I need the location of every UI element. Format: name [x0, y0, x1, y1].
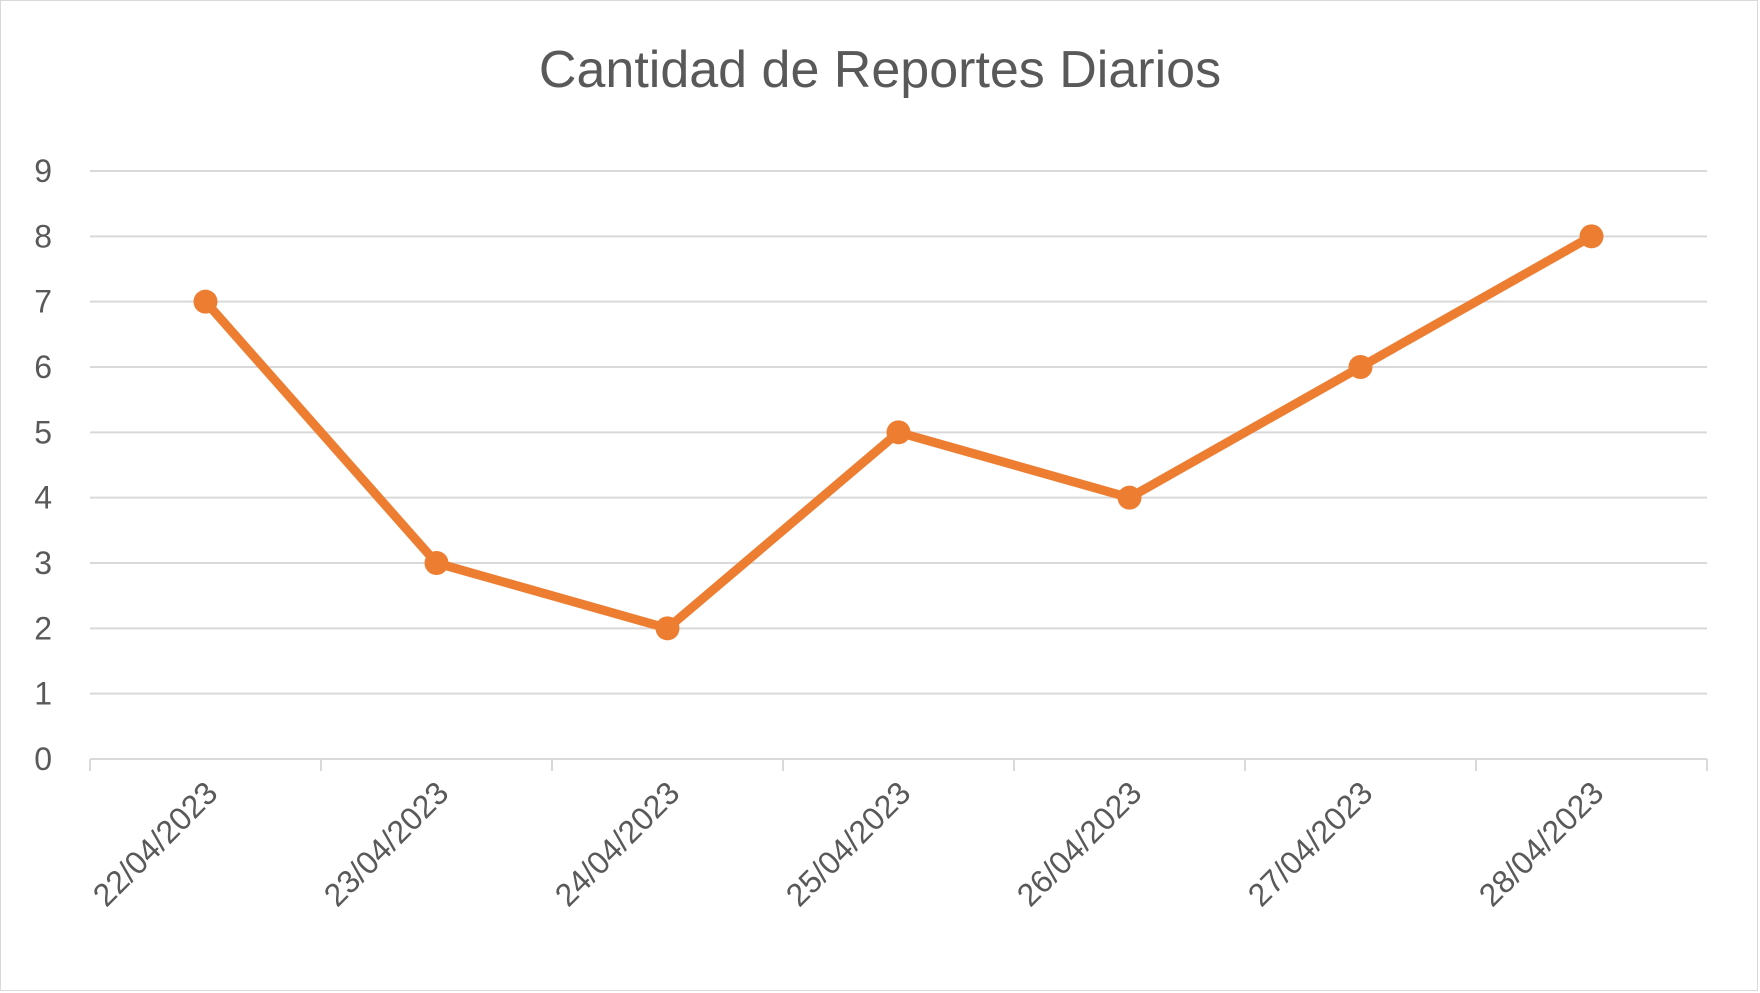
y-tick-label: 1 — [34, 676, 52, 712]
data-point — [655, 616, 680, 641]
x-tick-label: 23/04/2023 — [317, 774, 456, 913]
x-tick-label: 24/04/2023 — [548, 774, 687, 913]
y-tick-label: 2 — [34, 610, 52, 646]
data-point — [193, 289, 218, 314]
data-point — [1117, 485, 1142, 510]
series-layer — [193, 224, 1604, 641]
y-tick-label: 0 — [34, 741, 52, 777]
data-point — [424, 551, 449, 575]
x-tick-label: 27/04/2023 — [1241, 774, 1380, 913]
y-tick-label: 6 — [34, 349, 52, 385]
x-axis: 22/04/2023 23/04/2023 24/04/2023 25/04/2023… — [86, 759, 1708, 913]
chart-title: Cantidad de Reportes Diarios — [538, 41, 1222, 99]
x-tick-label: 28/04/2023 — [1472, 774, 1611, 913]
y-axis-ticks: 0 1 2 3 4 5 6 7 8 9 — [34, 153, 52, 777]
y-tick-label: 5 — [34, 414, 52, 450]
y-tick-label: 9 — [34, 153, 52, 189]
data-point — [1348, 355, 1373, 379]
y-tick-label: 8 — [34, 218, 52, 254]
x-tick-label: 22/04/2023 — [86, 774, 225, 913]
data-point — [886, 420, 911, 445]
data-point — [1579, 224, 1604, 249]
y-tick-label: 4 — [34, 480, 52, 516]
y-tick-label: 7 — [34, 284, 52, 320]
x-tick-label: 26/04/2023 — [1010, 774, 1149, 913]
y-tick-label: 3 — [34, 545, 52, 581]
x-tick-label: 25/04/2023 — [779, 774, 918, 913]
gridlines — [90, 170, 1707, 760]
